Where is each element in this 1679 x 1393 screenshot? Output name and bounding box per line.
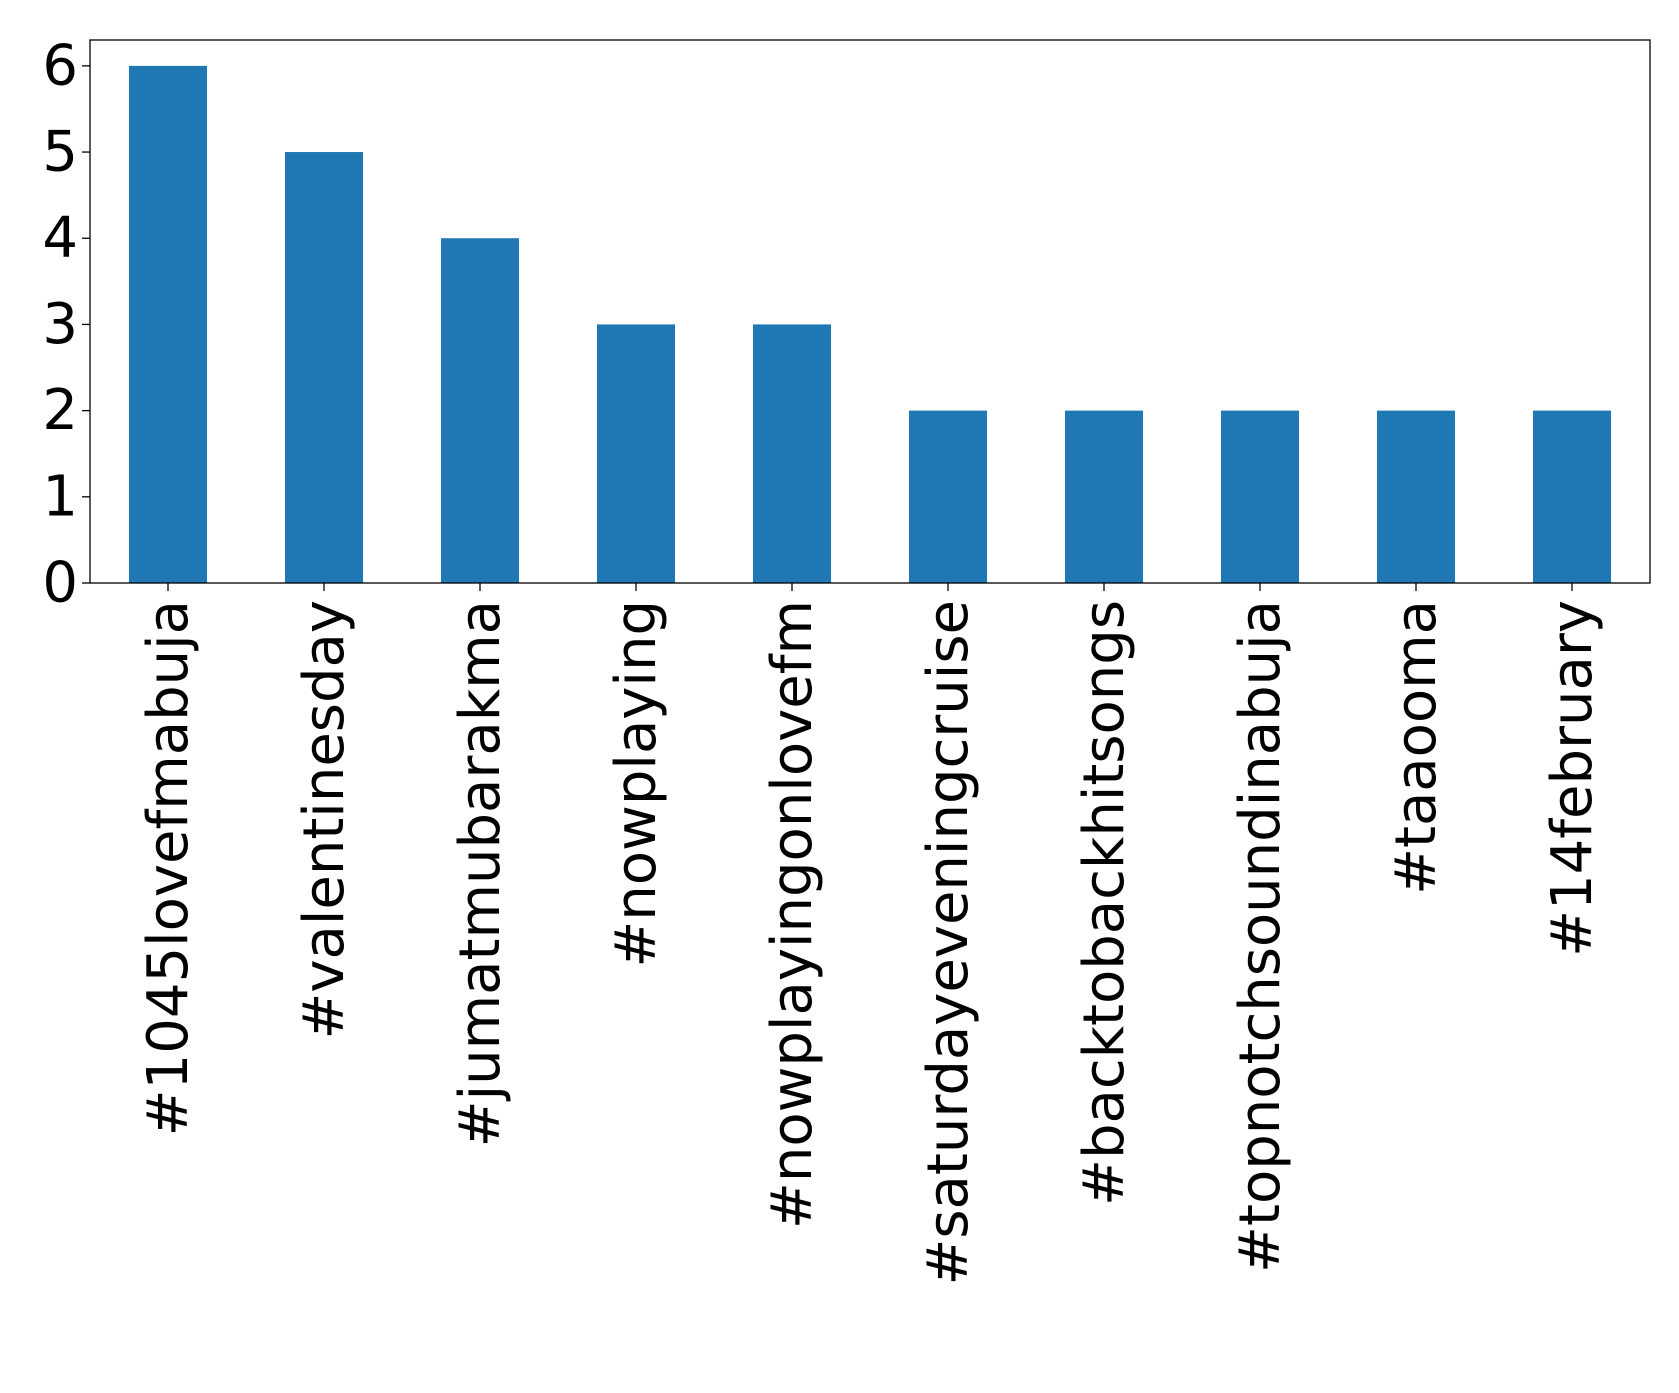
bar	[129, 65, 207, 584]
y-tick-label: 2	[42, 378, 78, 443]
bar	[1533, 410, 1611, 583]
y-tick-label: 3	[42, 292, 78, 357]
x-tick-label: #topnotchsoundinabuja	[1228, 600, 1293, 1273]
x-tick-label: #14february	[1540, 600, 1605, 957]
bar	[1221, 410, 1299, 583]
y-axis: 0 1 2 3 4 5 6	[42, 33, 90, 616]
x-tick-label: #jumatmubarakma	[448, 600, 513, 1147]
bar	[1377, 410, 1455, 583]
x-tick-label: #taaooma	[1384, 600, 1449, 895]
bar	[597, 324, 675, 583]
y-tick-label: 4	[42, 206, 78, 271]
y-tick-label: 0	[42, 551, 78, 616]
y-tick-label: 6	[42, 33, 78, 98]
bar	[285, 152, 363, 584]
bar	[441, 238, 519, 583]
x-tick-label: #nowplaying	[604, 600, 669, 968]
plot-frame	[89, 39, 1651, 584]
bars-group	[129, 65, 1611, 584]
x-tick-label: #saturdayeveningcruise	[916, 600, 981, 1286]
x-tick-label: #backtobackhitsongs	[1072, 600, 1137, 1206]
y-tick-label: 1	[42, 464, 78, 529]
bar	[1065, 410, 1143, 583]
x-tick-label: #valentinesday	[292, 600, 357, 1040]
x-axis: #1045lovefmabuja #valentinesday #jumatmuba…	[136, 583, 1605, 1286]
x-tick-label: #1045lovefmabuja	[136, 600, 201, 1136]
bar	[909, 410, 987, 583]
x-tick-label: #nowplayingonlovefm	[760, 600, 825, 1229]
bar	[753, 324, 831, 583]
y-tick-label: 5	[42, 120, 78, 185]
